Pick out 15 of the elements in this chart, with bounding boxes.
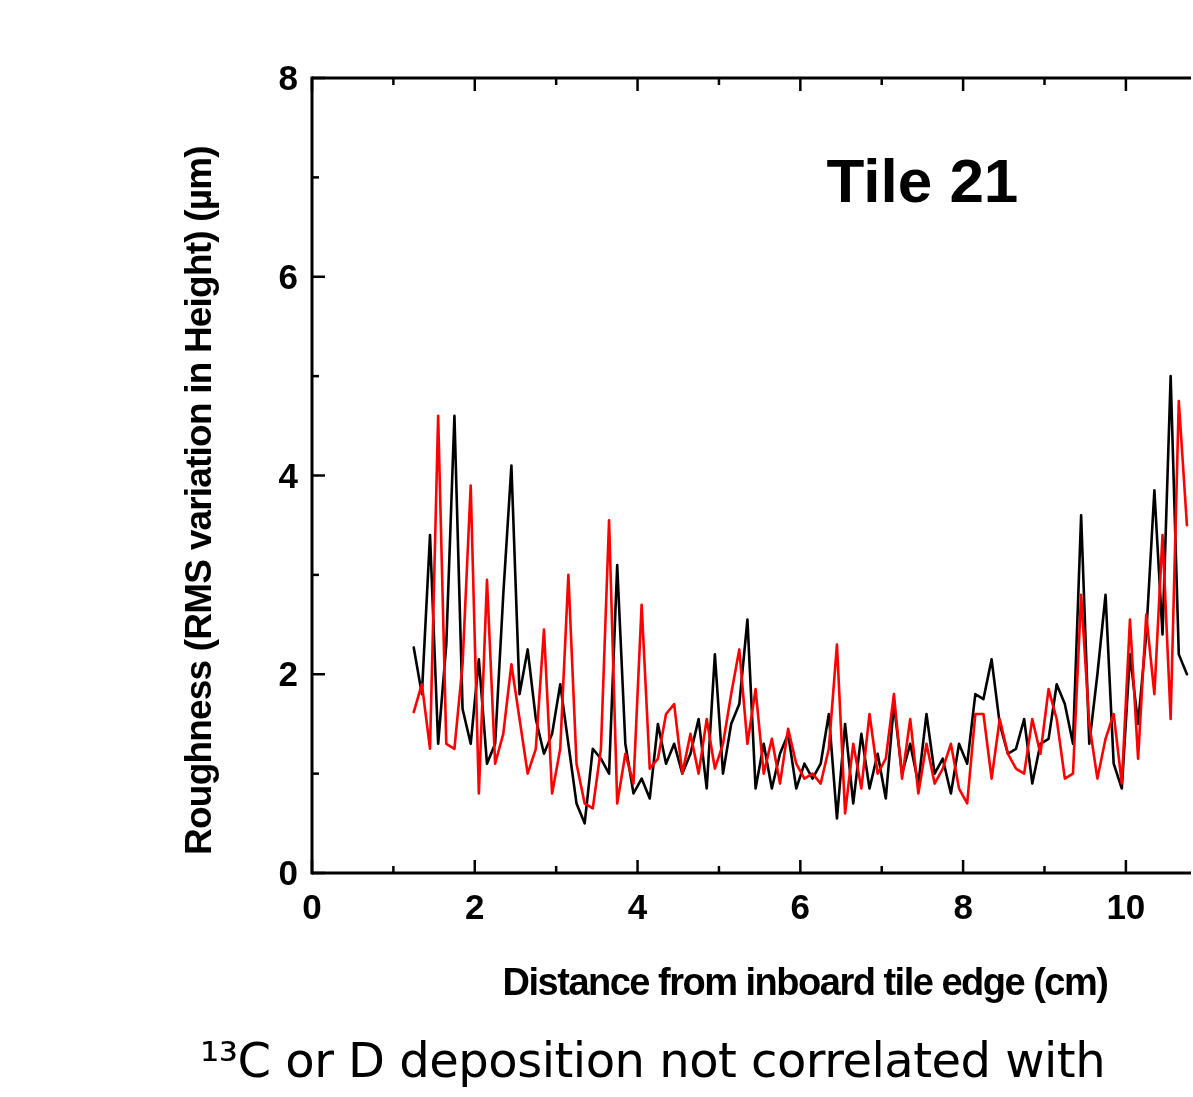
x-tick-label: 6 [790,887,811,926]
y-axis-title: Roughness (RMS variation in Height) (µm) [178,146,219,855]
x-axis-title: Distance from inboard tile edge (cm) [502,961,1108,1003]
x-tick-label: 0 [302,887,322,926]
y-tick-label: 2 [278,654,298,694]
x-tick-label: 2 [465,887,485,926]
y-tick-label: 0 [278,853,298,892]
text: Tile 21 [826,146,1019,216]
y-tick-label: 4 [278,455,299,495]
x-tick-label: 4 [627,887,648,926]
x-tick-label: 8 [953,887,973,926]
y-tick-label: 8 [278,58,298,97]
text: ¹³C or D deposition not correlated with [200,1032,1106,1088]
x-tick-label: 10 [1106,887,1146,926]
y-tick-label: 6 [278,256,298,296]
